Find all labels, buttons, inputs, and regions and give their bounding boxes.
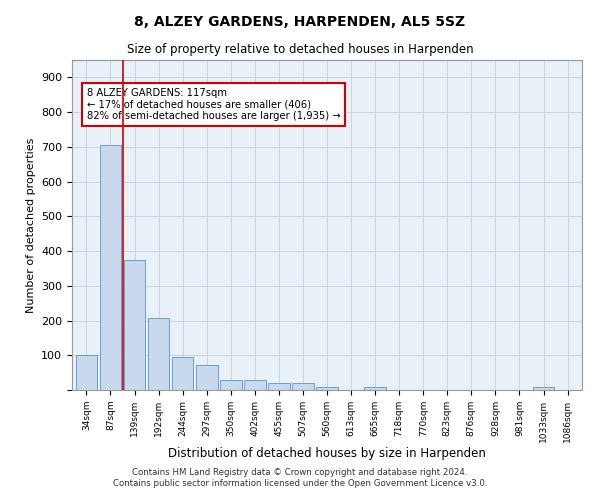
Text: Contains HM Land Registry data © Crown copyright and database right 2024.
Contai: Contains HM Land Registry data © Crown c… <box>113 468 487 487</box>
Text: Size of property relative to detached houses in Harpenden: Size of property relative to detached ho… <box>127 42 473 56</box>
Text: 8, ALZEY GARDENS, HARPENDEN, AL5 5SZ: 8, ALZEY GARDENS, HARPENDEN, AL5 5SZ <box>134 15 466 29</box>
Bar <box>533 386 554 390</box>
Bar <box>124 260 145 390</box>
Bar <box>364 386 386 390</box>
Bar <box>172 356 193 390</box>
Bar <box>244 380 266 390</box>
Bar <box>76 356 97 390</box>
Bar <box>316 386 338 390</box>
Bar <box>268 383 290 390</box>
Y-axis label: Number of detached properties: Number of detached properties <box>26 138 35 312</box>
X-axis label: Distribution of detached houses by size in Harpenden: Distribution of detached houses by size … <box>168 448 486 460</box>
Bar <box>100 145 121 390</box>
Bar <box>148 318 169 390</box>
Text: 8 ALZEY GARDENS: 117sqm
← 17% of detached houses are smaller (406)
82% of semi-d: 8 ALZEY GARDENS: 117sqm ← 17% of detache… <box>86 88 340 121</box>
Bar <box>196 364 218 390</box>
Bar <box>292 383 314 390</box>
Bar <box>220 380 242 390</box>
